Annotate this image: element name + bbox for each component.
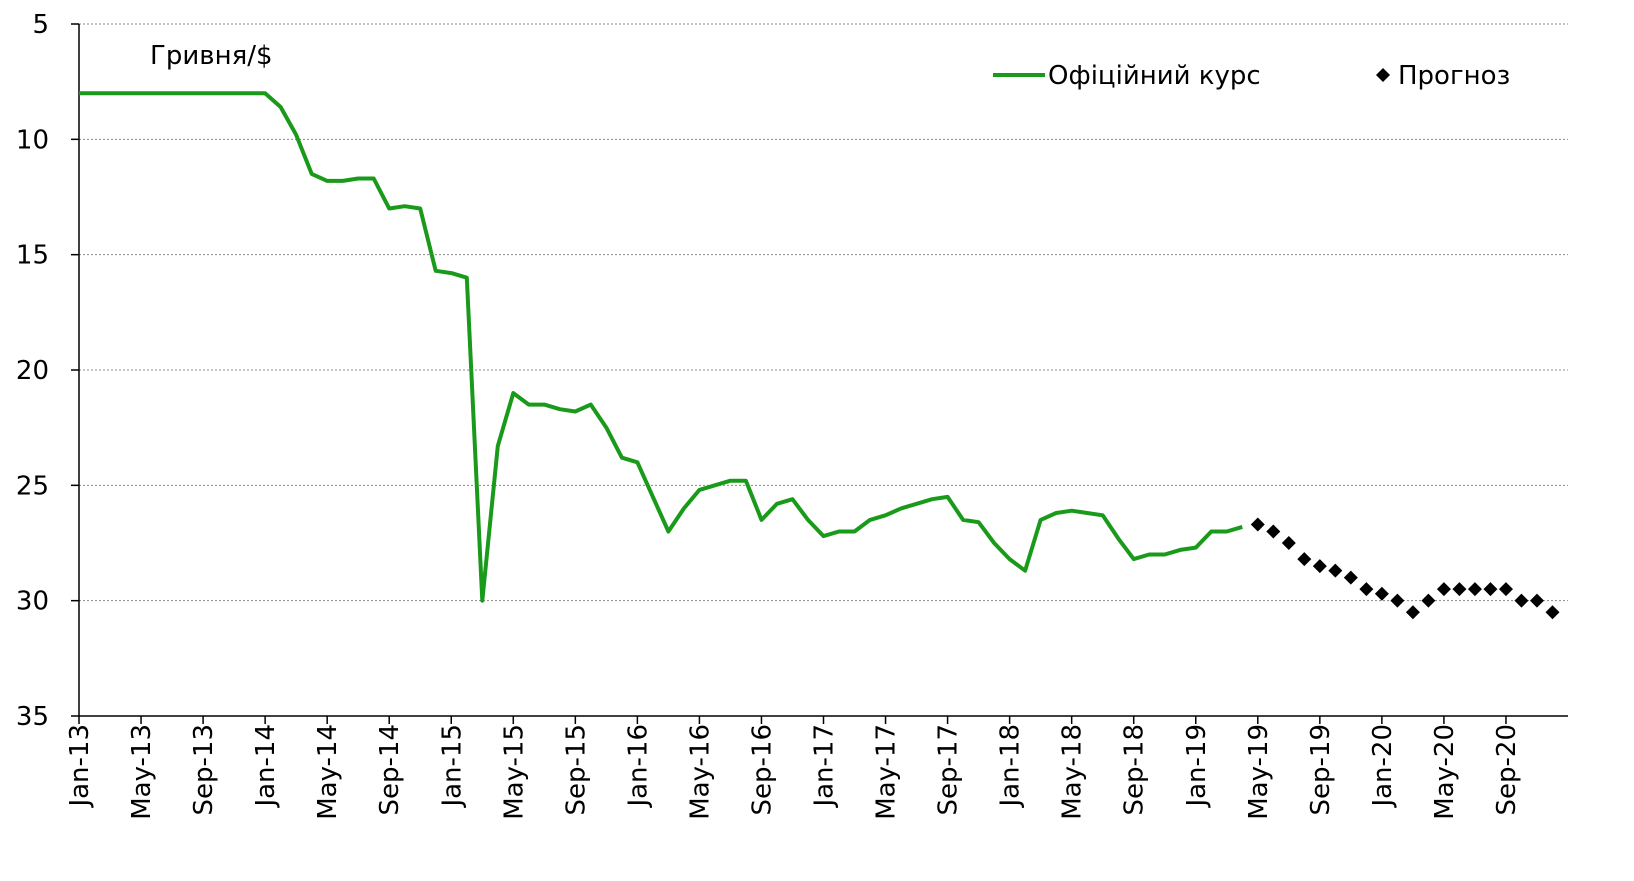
forecast-point xyxy=(1343,570,1358,585)
forecast-point xyxy=(1297,552,1312,567)
y-tick-label: 10 xyxy=(16,125,49,155)
forecast-point xyxy=(1281,536,1296,550)
forecast-point xyxy=(1545,605,1560,620)
x-tick-label: Sep-13 xyxy=(189,724,219,815)
forecast-point xyxy=(1483,582,1498,597)
y-tick-label: 20 xyxy=(16,356,49,386)
x-tick-label: May-15 xyxy=(499,724,529,820)
forecast-point xyxy=(1390,593,1405,608)
x-tick-label: Sep-18 xyxy=(1120,724,1150,815)
y-tick-label: 25 xyxy=(16,471,49,501)
forecast-point xyxy=(1452,582,1467,597)
x-tick-label: Jan-14 xyxy=(251,724,281,809)
x-tick-label: Sep-16 xyxy=(747,724,777,815)
forecast-point xyxy=(1436,582,1451,597)
y-tick-label: 35 xyxy=(16,702,49,732)
x-tick-label: May-17 xyxy=(872,724,902,820)
forecast-point xyxy=(1467,582,1482,597)
forecast-point xyxy=(1514,593,1529,608)
x-tick-label: Jan-13 xyxy=(65,724,95,809)
y-axis-label: Гривня/$ xyxy=(150,41,273,71)
forecast-point xyxy=(1529,593,1544,608)
x-tick-label: May-16 xyxy=(685,724,715,820)
x-tick-label: Jan-17 xyxy=(810,724,840,809)
y-tick-label: 30 xyxy=(16,587,49,617)
legend-marker xyxy=(1376,68,1390,82)
x-tick-label: May-20 xyxy=(1430,724,1460,820)
legend-label: Офіційний курс xyxy=(1048,61,1261,91)
forecast-point xyxy=(1498,582,1513,597)
y-tick-label: 15 xyxy=(16,241,49,271)
x-tick-label: Jan-19 xyxy=(1182,724,1212,809)
forecast-point xyxy=(1374,586,1389,601)
forecast-point xyxy=(1250,517,1265,532)
x-tick-label: Jan-20 xyxy=(1368,724,1398,809)
data-line xyxy=(79,91,1243,603)
x-tick-label: Jan-16 xyxy=(623,724,653,809)
forecast-point xyxy=(1421,593,1436,608)
x-tick-label: May-19 xyxy=(1244,724,1274,820)
forecast-point xyxy=(1359,582,1374,597)
x-tick-label: Sep-20 xyxy=(1492,724,1522,815)
x-tick-label: Sep-17 xyxy=(934,724,964,815)
forecast-point xyxy=(1405,605,1420,620)
x-tick-label: May-14 xyxy=(313,724,343,820)
forecast-point xyxy=(1328,563,1343,578)
x-tick-label: May-13 xyxy=(127,724,157,820)
x-tick-label: Jan-18 xyxy=(996,724,1026,809)
x-tick-label: Sep-14 xyxy=(375,724,405,815)
x-tick-label: Sep-15 xyxy=(561,724,591,815)
forecast-point xyxy=(1312,559,1327,574)
x-tick-label: Sep-19 xyxy=(1306,724,1336,815)
legend-label: Прогноз xyxy=(1398,61,1510,91)
x-tick-label: May-18 xyxy=(1058,724,1088,820)
y-tick-label: 5 xyxy=(32,10,49,40)
forecast-point xyxy=(1266,524,1281,539)
x-tick-label: Jan-15 xyxy=(437,724,467,809)
